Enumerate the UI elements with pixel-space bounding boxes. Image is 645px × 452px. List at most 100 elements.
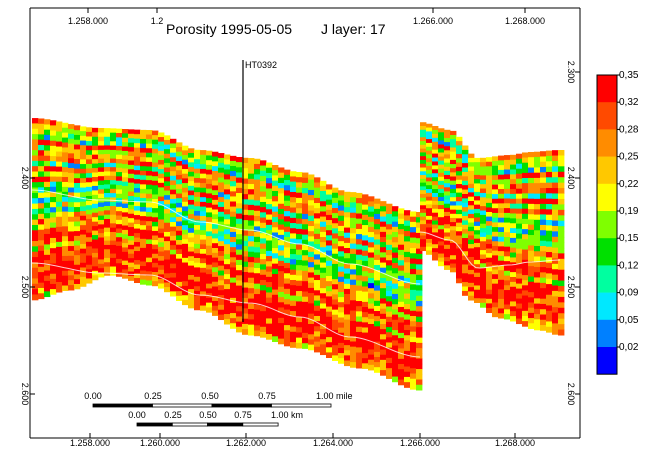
section-east-cell [492, 250, 499, 256]
section-west-cell [356, 295, 363, 302]
section-west-cell [404, 220, 411, 227]
section-west-cell [152, 144, 159, 150]
section-west-cell [374, 367, 381, 373]
section-west-cell [374, 356, 381, 363]
section-east-cell [504, 241, 511, 248]
section-west-cell [104, 218, 111, 224]
section-east-cell [528, 151, 535, 158]
section-east-cell [444, 211, 451, 217]
section-west-cell [398, 275, 405, 282]
section-west-cell [254, 304, 261, 311]
section-east-cell [444, 137, 451, 143]
section-west-cell [326, 347, 333, 353]
section-west-cell [278, 167, 285, 174]
section-west-cell [332, 355, 339, 361]
section-east-cell [522, 208, 529, 215]
section-west-cell [98, 163, 105, 168]
section-west-cell [32, 273, 39, 279]
section-west-cell [242, 235, 249, 242]
section-west-cell [410, 383, 417, 390]
section-west-cell [284, 247, 291, 254]
section-west-cell [158, 283, 165, 289]
section-west-cell [50, 232, 57, 239]
section-east-cell [420, 205, 427, 210]
section-west-cell [320, 180, 327, 187]
section-west-cell [296, 285, 303, 292]
section-west-cell [32, 251, 39, 258]
section-west-cell [392, 299, 399, 305]
section-west-cell [266, 313, 273, 319]
section-west-cell [338, 312, 345, 318]
section-west-cell [308, 210, 315, 217]
section-west-cell [308, 251, 315, 258]
section-east-cell [510, 198, 517, 205]
section-west-cell [224, 274, 231, 280]
section-west-cell [320, 211, 327, 218]
section-west-cell [92, 261, 99, 267]
section-west-cell [80, 154, 87, 160]
section-west-cell [326, 291, 333, 297]
section-east-cell [474, 259, 481, 265]
section-west-cell [158, 237, 165, 243]
section-west-cell [74, 139, 81, 146]
section-west-cell [158, 224, 165, 230]
section-west-cell [326, 301, 333, 308]
section-west-cell [314, 310, 321, 317]
section-east-cell [456, 226, 463, 232]
section-west-cell [344, 222, 351, 229]
section-west-cell [98, 154, 105, 160]
section-east-cell [462, 260, 469, 265]
section-west-cell [182, 295, 189, 301]
section-west-cell [164, 254, 171, 261]
section-west-cell [68, 158, 75, 164]
section-east-cell [480, 206, 487, 212]
section-west-cell [200, 281, 207, 288]
section-west-cell [38, 176, 45, 183]
legend-label: 0,09 [619, 288, 639, 299]
section-west-cell [218, 177, 225, 183]
section-west-cell [152, 189, 159, 195]
section-east-cell [552, 312, 559, 319]
section-east-cell [420, 246, 427, 252]
section-west-cell [32, 235, 39, 242]
section-west-cell [296, 306, 303, 313]
section-west-cell [98, 263, 105, 269]
section-east-cell [552, 177, 559, 184]
section-west-cell [356, 275, 363, 281]
section-west-cell [230, 313, 237, 319]
section-west-cell [392, 252, 399, 259]
section-west-cell [362, 322, 369, 328]
section-west-cell [170, 185, 177, 191]
section-east-cell [462, 255, 469, 261]
section-west-cell [236, 254, 243, 261]
section-west-cell [326, 184, 333, 190]
section-east-cell [474, 276, 481, 282]
legend-swatch [597, 347, 617, 375]
section-west-cell [266, 261, 273, 267]
section-west-cell [338, 347, 345, 354]
section-east-cell [474, 174, 481, 180]
section-west-cell [416, 342, 423, 349]
section-west-cell [332, 335, 339, 341]
section-west-cell [122, 243, 129, 248]
section-east-cell [522, 280, 529, 286]
section-west-cell [188, 199, 195, 206]
section-east-cell [438, 241, 445, 246]
section-east-cell [534, 204, 541, 210]
section-west-cell [314, 285, 321, 291]
section-west-cell [398, 286, 405, 292]
section-west-cell [284, 169, 291, 176]
section-east-cell [516, 178, 523, 185]
section-west-cell [128, 258, 135, 264]
section-west-cell [236, 321, 243, 328]
section-east-cell [522, 239, 529, 245]
section-west-cell [116, 167, 123, 173]
legend-label: 0,22 [619, 179, 639, 190]
section-east-cell [528, 224, 535, 231]
section-west-cell [350, 351, 357, 358]
section-west-cell [308, 277, 315, 284]
section-east-cell [492, 283, 499, 289]
section-east-cell [498, 236, 505, 243]
section-west-cell [326, 240, 333, 246]
section-west-cell [320, 201, 327, 207]
